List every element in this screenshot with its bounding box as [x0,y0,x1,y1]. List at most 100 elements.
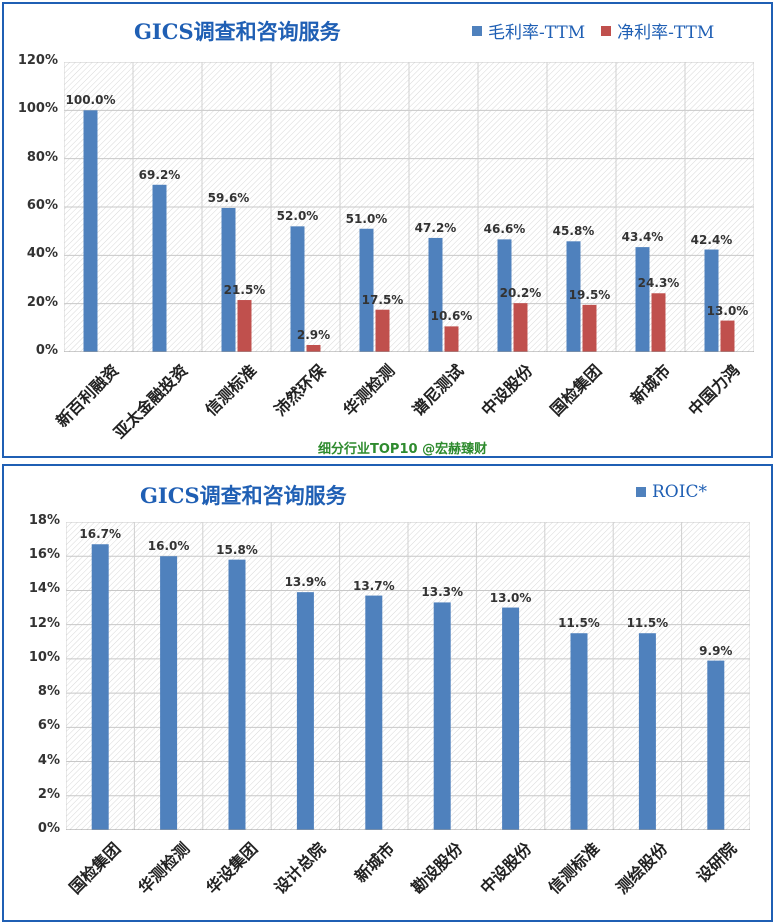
x-tick-label: 华测检测 [134,838,193,898]
bar [638,633,656,830]
y-tick-label: 8% [37,684,60,700]
data-label: 15.8% [216,542,258,557]
bar [296,592,314,830]
x-tick-label: 测绘股份 [612,838,672,898]
data-label: 59.6% [207,190,250,205]
y-tick-label: 12% [28,615,60,631]
data-label: 11.5% [558,616,600,631]
data-label: 19.5% [568,287,611,302]
legend-swatch-red [601,25,612,36]
x-tick-label: 华设集团 [202,838,262,898]
x-tick-label: 华测检测 [340,360,399,420]
bar [582,304,597,352]
footer-credit: 细分行业TOP10 @宏赫臻财 [318,442,488,457]
bar [221,207,236,352]
x-tick-label: 设研院 [692,838,741,887]
y-tick-label: 10% [28,649,60,665]
bar [290,226,305,352]
bar [570,633,588,830]
plot-area-roic [66,522,750,830]
data-label: 100.0% [65,93,116,108]
bar [83,110,98,352]
data-label: 21.5% [223,283,266,298]
y-tick-label: 0% [35,343,58,358]
bar [720,320,735,352]
data-label: 10.6% [430,309,473,324]
data-label: 17.5% [361,292,404,307]
bar [228,559,246,830]
chart-title: GICS调查和咨询服务 [134,19,341,44]
data-label: 13.9% [284,575,327,590]
legend-item-gross-margin: 毛利率-TTM [472,18,585,43]
legend: ROIC* [636,482,723,502]
y-tick-label: 0% [37,821,60,836]
y-tick-label: 16% [28,547,60,563]
y-tick-label: 2% [37,786,60,802]
bar [359,228,374,352]
y-tick-label: 100% [17,101,58,117]
data-label: 13.0% [489,590,532,605]
x-tick-label: 新城市 [350,838,399,887]
data-label: 20.2% [499,286,542,301]
bar [566,241,581,352]
bar [707,660,725,830]
data-label: 42.4% [690,232,733,247]
x-tick-label: 中设股份 [476,838,535,898]
x-tick-label: 亚太金融投资 [110,360,192,443]
y-tick-label: 60% [26,198,58,213]
x-tick-label: 谱尼测试 [409,360,468,420]
data-label: 16.0% [147,539,190,554]
x-tick-label: 国检集团 [547,360,606,420]
bar [497,239,512,352]
bar [160,556,178,830]
data-label: 69.2% [138,167,181,182]
bar [306,344,321,352]
bar [635,247,650,352]
data-label: 47.2% [414,220,457,235]
bar [651,293,666,352]
data-label: 45.8% [552,224,595,239]
data-label: 24.3% [637,276,680,291]
data-label: 13.0% [706,303,749,318]
x-tick-label: 信测标准 [544,838,604,898]
bar [365,595,383,830]
data-label: 13.3% [421,585,464,600]
chart-panel-roic: GICS调查和咨询服务 ROIC* 0% 2% 4% 6% 8% 10% 12% 14% 16%… [2,464,773,922]
data-label: 16.7% [79,527,122,542]
bar [433,602,451,830]
x-tick-label: 勘设股份 [407,838,467,898]
bar [91,544,109,830]
y-tick-label: 40% [26,246,58,262]
x-tick-label: 信测标准 [202,360,261,420]
x-tick-label: 中设股份 [478,360,537,420]
x-tick-label: 设计总院 [270,838,330,898]
y-tick-label: 14% [28,581,60,597]
plot-area-margins [64,62,754,352]
legend-label: ROIC* [652,482,707,502]
bar [237,300,252,352]
legend-item-roic: ROIC* [636,482,707,502]
chart-panel-margins: GICS调查和咨询服务 毛利率-TTM 净利率-TTM 0% 20% 40% 60% 8… [2,2,773,458]
bar [152,184,167,352]
y-tick-label: 80% [26,149,58,165]
bar [444,326,459,352]
y-tick-label: 18% [28,513,60,528]
data-label: 9.9% [699,643,733,658]
data-label: 51.0% [345,211,388,226]
legend-item-net-margin: 净利率-TTM [601,18,714,43]
bar [428,237,443,352]
x-tick-label: 中国力鸿 [685,360,744,420]
data-label: 13.7% [352,578,395,593]
bar [704,249,719,352]
y-tick-label: 4% [37,752,60,768]
legend: 毛利率-TTM 净利率-TTM [472,18,730,43]
y-tick-label: 6% [37,718,60,734]
y-tick-label: 20% [26,294,58,310]
legend-swatch-blue [472,25,482,36]
data-label: 52.0% [276,209,319,224]
x-tick-label: 沛然环保 [271,360,330,420]
data-label: 43.4% [621,230,664,245]
bar [513,303,528,352]
legend-label: 净利率-TTM [617,23,715,43]
data-label: 46.6% [483,222,526,237]
